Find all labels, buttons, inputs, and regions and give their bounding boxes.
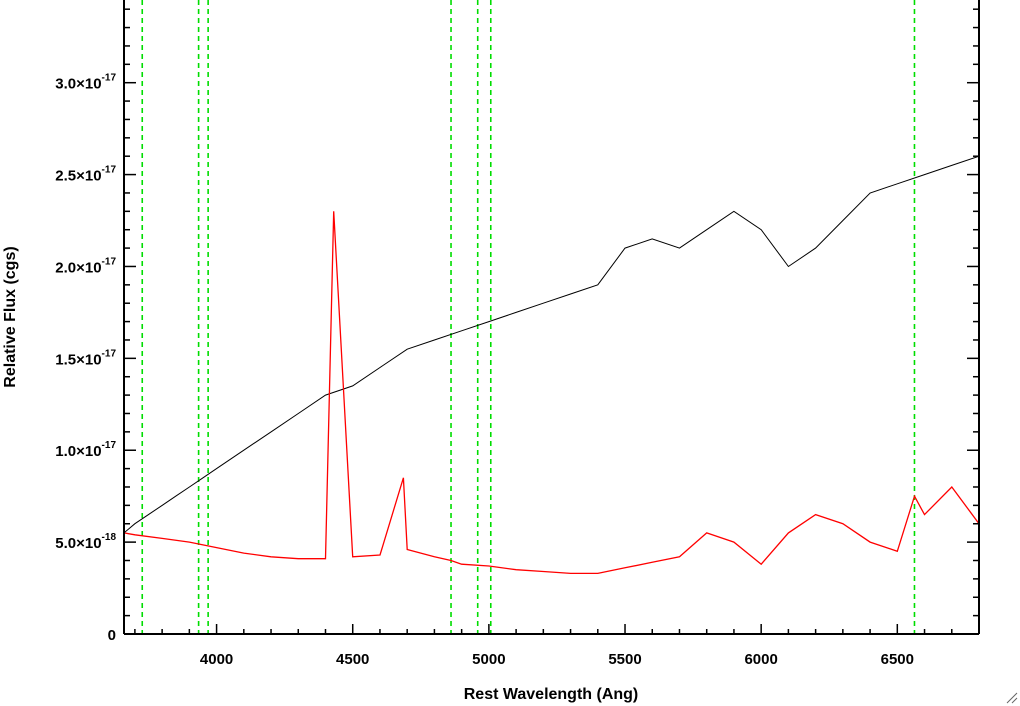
x-tick-label: 4500 (336, 651, 369, 668)
x-tick-label: 6000 (744, 651, 777, 668)
ticks-group (124, 8, 980, 635)
series-line-0 (124, 155, 979, 534)
x-tick-label: 5000 (472, 651, 505, 668)
x-tick-label: 6500 (881, 651, 914, 668)
reference-lines-group (141, 0, 916, 634)
y-tick-label: 5.0×10-18 (55, 532, 116, 552)
y-tick-label: 2.0×10-17 (55, 256, 116, 276)
x-tick-label: 4000 (200, 651, 233, 668)
y-tick-label: 2.5×10-17 (55, 165, 116, 185)
y-axis-title: Relative Flux (cgs) (2, 246, 19, 387)
y-tick-label: 1.0×10-17 (55, 440, 116, 460)
series-line-1 (124, 211, 979, 575)
axes-group (123, 0, 980, 635)
y-tick-label: 1.5×10-17 (55, 348, 116, 368)
tick-labels-group: 4000 4500 5000 5500 6000 6500 0 5.0×10-18 1.0×10… (55, 73, 914, 668)
series-group (124, 155, 979, 575)
y-tick-label: 3.0×10-17 (55, 73, 116, 93)
y-tick-label: 0 (108, 627, 116, 644)
x-axis-title: Rest Wavelength (Ang) (464, 686, 639, 703)
resize-grip-icon[interactable] (1004, 690, 1018, 704)
x-tick-label: 5500 (608, 651, 641, 668)
